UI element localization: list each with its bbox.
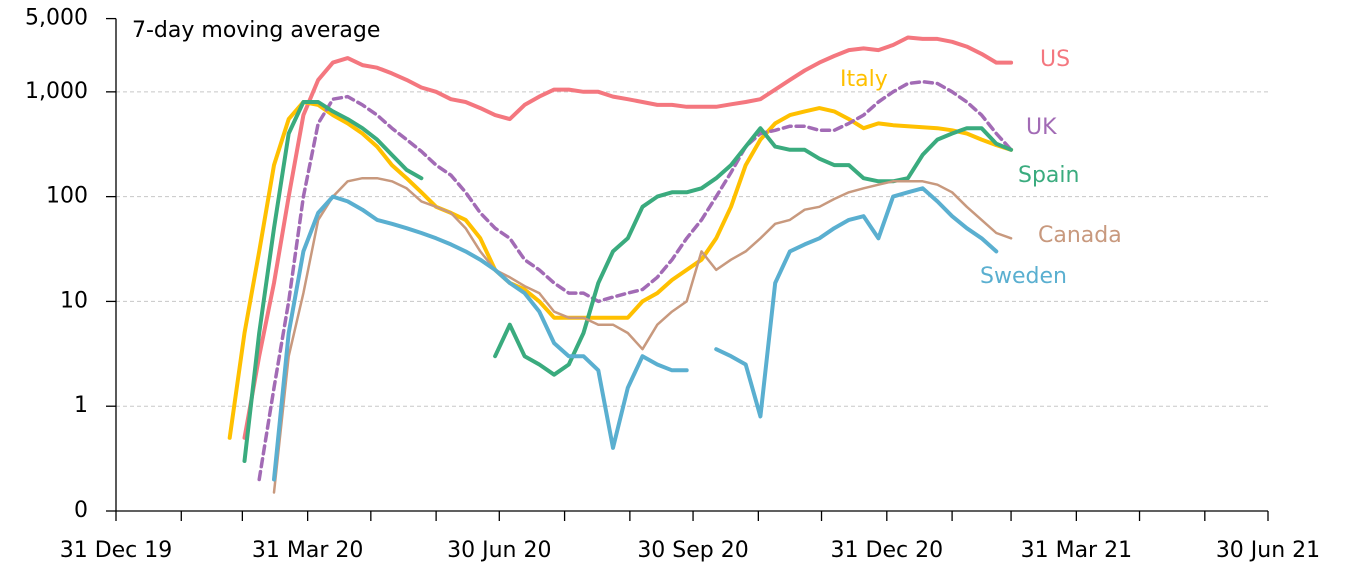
x-tick-label: 30 Jun 20 <box>447 538 551 563</box>
y-tick-label: 1,000 <box>25 79 88 104</box>
chart-annotation: 7-day moving average <box>132 18 380 43</box>
y-tick-label: 5,000 <box>25 6 88 31</box>
x-tick-label: 30 Jun 21 <box>1216 538 1320 563</box>
series-label: UK <box>1026 115 1057 140</box>
series-label: Sweden <box>980 264 1067 289</box>
series-line <box>257 79 1013 482</box>
x-tick-label: 31 Mar 20 <box>252 538 363 563</box>
x-tick-label: 31 Mar 21 <box>1021 538 1132 563</box>
series-line <box>272 176 1013 494</box>
y-tick-label: 10 <box>60 288 88 313</box>
series-line <box>272 186 999 482</box>
series-label: Spain <box>1018 163 1079 188</box>
series-label: Italy <box>840 67 888 92</box>
series-label: Canada <box>1038 223 1122 248</box>
x-tick-label: 31 Dec 20 <box>831 538 944 563</box>
y-tick-label: 1 <box>74 393 88 418</box>
y-tick-label: 100 <box>46 184 88 209</box>
series-line <box>227 100 1014 440</box>
series-label: US <box>1040 47 1070 72</box>
y-tick-label: 0 <box>74 498 88 523</box>
series-line <box>242 35 1014 440</box>
x-tick-label: 30 Sep 20 <box>637 538 748 563</box>
x-tick-label: 31 Dec 19 <box>60 538 173 563</box>
series-line <box>242 100 1014 463</box>
